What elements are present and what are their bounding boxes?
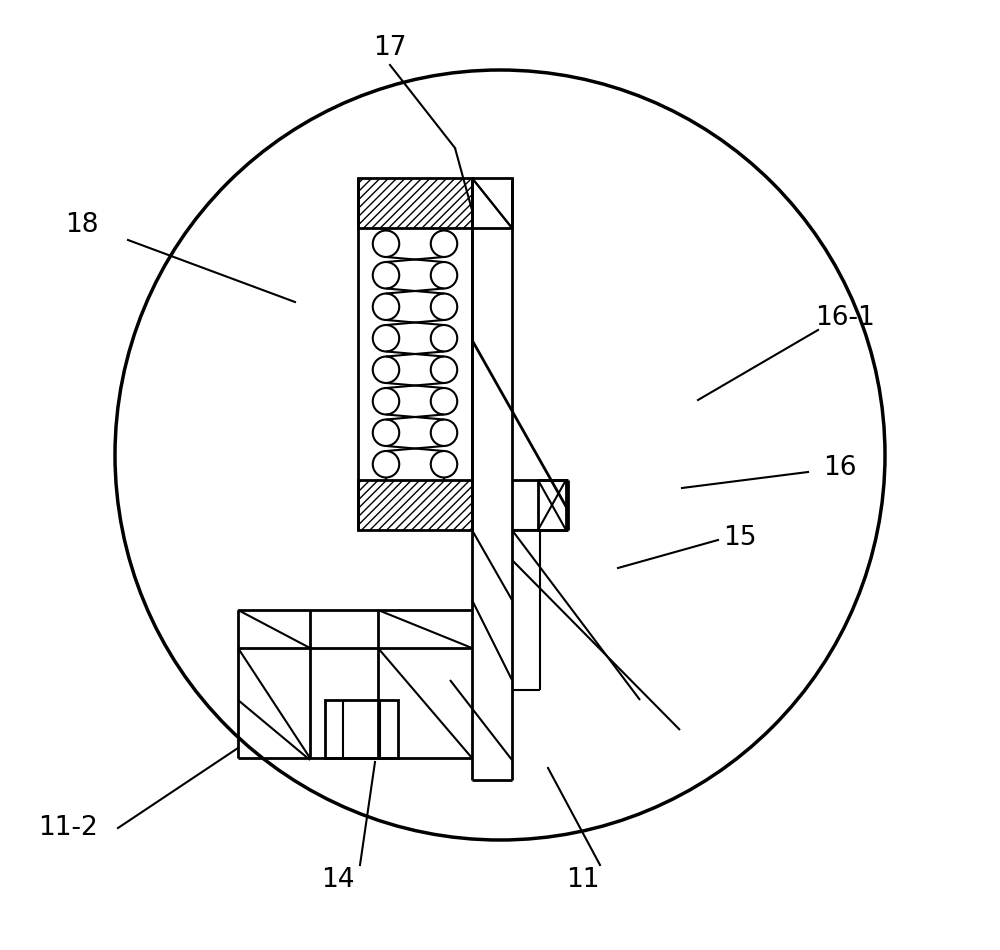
Text: 17: 17: [373, 35, 407, 61]
Text: 14: 14: [321, 867, 355, 893]
Bar: [538, 480, 566, 530]
Bar: [358, 480, 472, 530]
Text: 16: 16: [823, 455, 857, 481]
Text: 11: 11: [566, 867, 600, 893]
Bar: [325, 700, 398, 758]
Bar: [358, 178, 472, 228]
Text: 11-2: 11-2: [38, 815, 98, 841]
Text: 18: 18: [65, 212, 99, 238]
Bar: [472, 178, 512, 228]
Text: 15: 15: [723, 525, 757, 551]
Text: 16-1: 16-1: [815, 305, 875, 331]
